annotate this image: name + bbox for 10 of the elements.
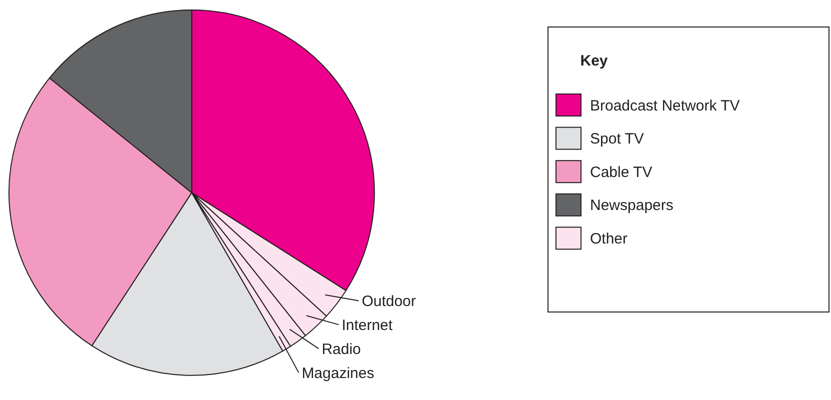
legend-label: Newspapers bbox=[590, 197, 674, 214]
slice-label: Outdoor bbox=[362, 292, 416, 310]
legend-label: Spot TV bbox=[590, 130, 644, 148]
slice-label: Magazines bbox=[302, 364, 374, 382]
legend-title: Key bbox=[580, 52, 608, 70]
legend-label: Broadcast Network TV bbox=[590, 97, 740, 114]
legend-label: Cable TV bbox=[590, 164, 652, 181]
text: Other bbox=[590, 230, 628, 248]
slice-label: Radio bbox=[322, 340, 361, 358]
slice-label: Internet bbox=[342, 316, 394, 334]
